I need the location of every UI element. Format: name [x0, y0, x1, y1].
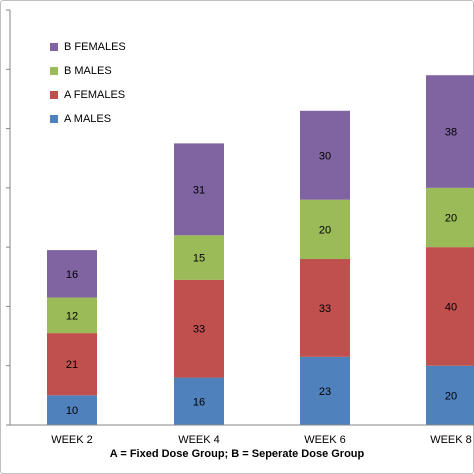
legend-label-a-males: A MALES — [64, 113, 112, 125]
bar-segment-b-females-week-2 — [47, 250, 97, 298]
data-label: 31 — [193, 184, 205, 196]
legend-item-a-males: A MALES — [50, 107, 126, 131]
bar-segment-b-males-week-6 — [300, 199, 350, 259]
bar-segment-b-males-week-8 — [426, 187, 474, 248]
data-label: 38 — [445, 127, 457, 139]
legend-item-b-females: B FEMALES — [50, 35, 126, 59]
legend-swatch-a-males — [50, 115, 58, 123]
legend-swatch-b-females — [50, 43, 58, 51]
bar-segment-b-females-week-4 — [174, 143, 224, 236]
x-tick-label: WEEK 6 — [304, 434, 346, 446]
bar-segment-a-males-week-8 — [426, 365, 474, 425]
legend-item-b-males: B MALES — [50, 59, 126, 83]
legend-label-b-females: B FEMALES — [64, 41, 126, 53]
data-label: 16 — [193, 396, 205, 408]
x-tick-label: WEEK 8 — [430, 434, 472, 446]
legend: B FEMALES B MALES A FEMALES A MALES — [50, 35, 126, 131]
bar-segment-a-males-week-6 — [300, 356, 350, 425]
bar-segment-b-females-week-8 — [426, 75, 474, 188]
bar-segment-b-males-week-2 — [47, 297, 97, 334]
data-label: 20 — [445, 390, 457, 402]
data-label: 23 — [319, 386, 331, 398]
data-label: 30 — [319, 150, 331, 162]
bar-segment-a-males-week-2 — [47, 395, 97, 425]
bar-segment-a-females-week-6 — [300, 259, 350, 357]
bar-segment-b-females-week-6 — [300, 110, 350, 200]
bar-segment-a-females-week-8 — [426, 247, 474, 366]
x-tick-label: WEEK 4 — [178, 434, 220, 446]
data-label: 20 — [445, 213, 457, 225]
data-label: 40 — [445, 301, 457, 313]
x-tick-label: WEEK 2 — [51, 434, 93, 446]
legend-swatch-a-females — [50, 91, 58, 99]
bar-segment-b-males-week-4 — [174, 235, 224, 280]
bar-segment-a-males-week-4 — [174, 377, 224, 425]
data-label: 20 — [319, 224, 331, 236]
data-label: 15 — [193, 253, 205, 265]
legend-swatch-b-males — [50, 67, 58, 75]
bar-segment-a-females-week-2 — [47, 333, 97, 396]
bar-segment-a-females-week-4 — [174, 279, 224, 378]
legend-item-a-females: A FEMALES — [50, 83, 126, 107]
data-label: 10 — [66, 405, 78, 417]
legend-label-b-males: B MALES — [64, 65, 112, 77]
data-label: 33 — [319, 303, 331, 315]
data-label: 12 — [66, 310, 78, 322]
x-axis-caption: A = Fixed Dose Group; B = Seperate Dose … — [109, 448, 365, 460]
data-label: 21 — [66, 359, 78, 371]
data-label: 33 — [193, 324, 205, 336]
data-label: 16 — [66, 269, 78, 281]
legend-label-a-females: A FEMALES — [64, 89, 126, 101]
